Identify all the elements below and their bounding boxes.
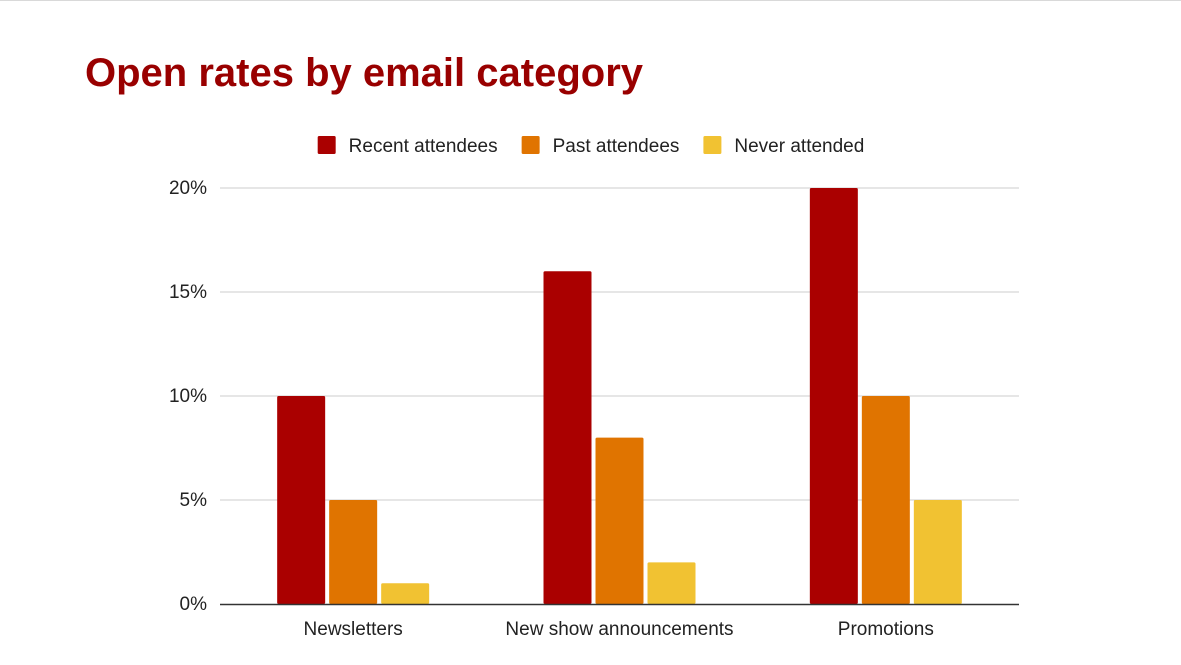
x-tick-label: Newsletters: [304, 619, 403, 640]
y-tick-label: 0%: [180, 594, 208, 615]
legend-swatch: [521, 136, 540, 154]
bar-never-attended: [381, 583, 430, 604]
y-tick-label: 10%: [169, 386, 207, 407]
bars: [277, 188, 962, 604]
bar-past-attendees: [861, 396, 910, 604]
bar-past-attendees: [329, 500, 378, 604]
bar-recent-attendees: [809, 188, 858, 604]
legend-swatch: [703, 136, 722, 154]
bar-recent-attendees: [543, 271, 592, 604]
y-tick-label: 20%: [169, 178, 207, 199]
bar-never-attended: [913, 500, 962, 604]
bar-never-attended: [647, 562, 696, 604]
x-tick-label: New show announcements: [505, 619, 733, 640]
legend-item-recent-attendees: Recent attendees: [317, 136, 498, 157]
legend-item-never-attended: Never attended: [703, 136, 864, 157]
x-tick-label: Promotions: [838, 619, 934, 640]
legend-label: Never attended: [734, 136, 864, 157]
chart-title: Open rates by email category: [85, 51, 644, 95]
y-tick-label: 5%: [180, 490, 208, 511]
legend: Recent attendees Past attendees Never atte…: [317, 136, 864, 157]
bar-recent-attendees: [277, 396, 326, 604]
x-tick-labels: Newsletters New show announcements Promoti…: [304, 619, 934, 640]
bar-past-attendees: [595, 437, 644, 604]
legend-label: Past attendees: [553, 136, 680, 157]
legend-label: Recent attendees: [349, 136, 498, 157]
y-tick-labels: 0% 5% 10% 15% 20%: [169, 178, 207, 615]
legend-swatch: [317, 136, 336, 154]
legend-item-past-attendees: Past attendees: [521, 136, 680, 157]
y-tick-label: 15%: [169, 282, 207, 303]
